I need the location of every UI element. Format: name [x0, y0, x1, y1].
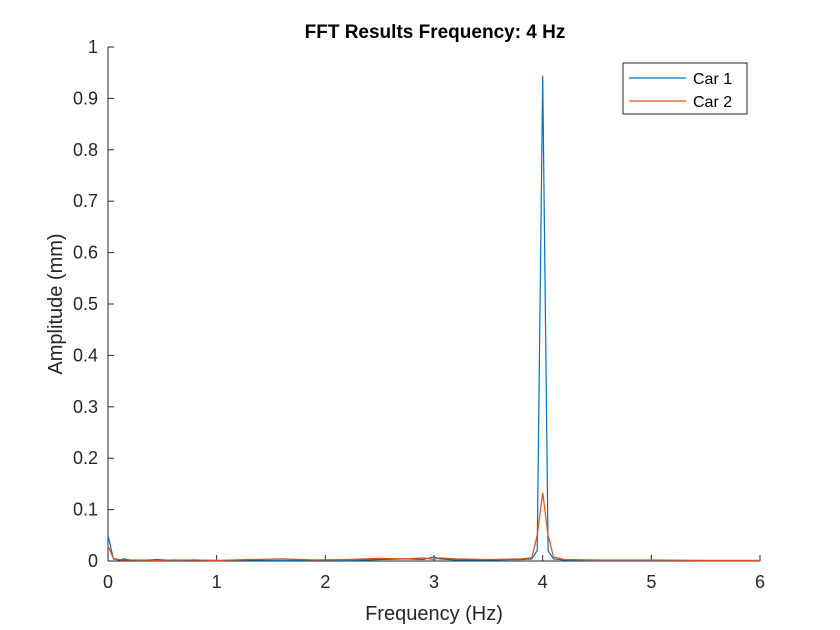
- plot-area: 0 1 2 3 4 5 6 0 0.1 0.2 0.3 0.4 0.5 0.6 0.7 0.8 0.9 1: [73, 37, 765, 592]
- legend: Car 1 Car 2: [622, 62, 748, 115]
- x-tick-label: 3: [429, 572, 439, 592]
- series-group: [107, 75, 760, 562]
- chart-title: FFT Results Frequency: 4 Hz: [305, 22, 566, 43]
- y-tick-label: 0.2: [73, 448, 98, 468]
- y-ticks: 0 0.1 0.2 0.3 0.4 0.5 0.6 0.7 0.8 0.9 1: [73, 37, 114, 571]
- legend-entries: Car 1 Car 2: [629, 71, 732, 111]
- y-tick-label: 0.1: [73, 500, 98, 520]
- y-tick-label: 0.7: [73, 191, 98, 211]
- x-tick-label: 1: [212, 572, 222, 592]
- y-axis-label: Amplitude (mm): [45, 233, 67, 374]
- y-tick-label: 0.3: [73, 397, 98, 417]
- series-line-car-1: [107, 75, 760, 562]
- x-tick-label: 2: [320, 572, 330, 592]
- x-tick-label: 4: [538, 572, 548, 592]
- legend-label: Car 2: [693, 94, 732, 111]
- x-tick-label: 0: [103, 572, 113, 592]
- y-tick-label: 0.4: [73, 345, 98, 365]
- y-tick-label: 0.8: [73, 140, 98, 160]
- y-tick-label: 0.5: [73, 294, 98, 314]
- y-tick-label: 0: [88, 551, 98, 571]
- y-tick-label: 1: [88, 37, 98, 57]
- legend-box: [622, 62, 748, 115]
- y-tick-label: 0.6: [73, 243, 98, 263]
- y-tick-label: 0.9: [73, 88, 98, 108]
- x-tick-label: 6: [755, 572, 765, 592]
- legend-label: Car 1: [693, 71, 732, 88]
- series-line-car-2: [107, 492, 760, 562]
- x-axis-label: Frequency (Hz): [365, 603, 503, 625]
- x-tick-label: 5: [646, 572, 656, 592]
